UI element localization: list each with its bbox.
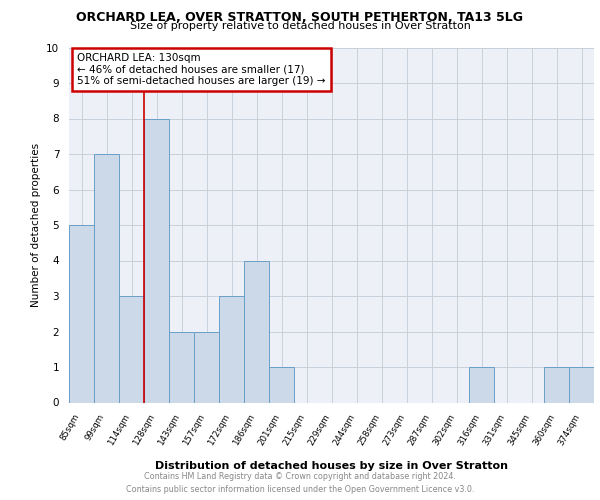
Text: ORCHARD LEA: 130sqm
← 46% of detached houses are smaller (17)
51% of semi-detach: ORCHARD LEA: 130sqm ← 46% of detached ho… [77, 53, 325, 86]
Bar [194, 332, 219, 402]
Bar [569, 367, 594, 402]
X-axis label: Distribution of detached houses by size in Over Stratton: Distribution of detached houses by size … [155, 461, 508, 471]
Text: Contains HM Land Registry data © Crown copyright and database right 2024.
Contai: Contains HM Land Registry data © Crown c… [126, 472, 474, 494]
Bar [144, 118, 169, 403]
Bar [169, 332, 194, 402]
Bar [119, 296, 144, 403]
Text: ORCHARD LEA, OVER STRATTON, SOUTH PETHERTON, TA13 5LG: ORCHARD LEA, OVER STRATTON, SOUTH PETHER… [77, 11, 523, 24]
Y-axis label: Number of detached properties: Number of detached properties [31, 143, 41, 307]
Bar [269, 367, 294, 402]
Bar [469, 367, 494, 402]
Bar [94, 154, 119, 402]
Bar [544, 367, 569, 402]
Text: Size of property relative to detached houses in Over Stratton: Size of property relative to detached ho… [130, 21, 470, 31]
Bar [219, 296, 244, 403]
Bar [244, 260, 269, 402]
Bar [69, 225, 94, 402]
